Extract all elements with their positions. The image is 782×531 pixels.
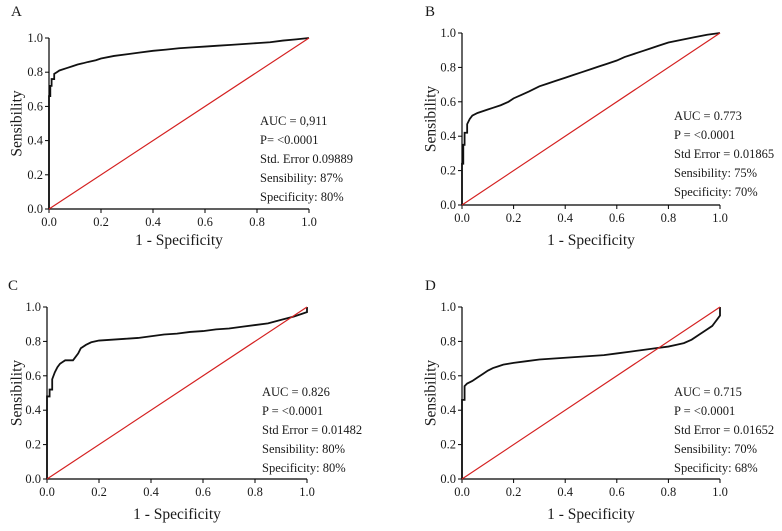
x-tick-label: 1.0 [712,211,728,225]
y-tick-label: 1.0 [27,31,43,45]
x-tick-label: 0.6 [609,485,625,499]
x-tick-label: 0.6 [609,211,625,225]
y-tick-label: 0.0 [440,198,456,212]
x-tick-label: 0.8 [661,485,677,499]
panel-letter: C [8,278,18,294]
panel-b: B 0.0 0.2 0.4 0.6 0.8 1.0 0.0 0.2 0.4 0.6 0.8 1.0 1 -… [422,4,774,249]
x-tick-label: 0.4 [145,215,161,229]
stat-annotation: AUC = 0.826 [262,385,330,399]
reference-diagonal-line [461,306,721,480]
y-tick-label: 0.2 [440,438,456,452]
stat-annotation: Sensibility: 70% [674,442,757,456]
y-tick-label: 0.4 [25,403,41,417]
x-axis-title: 1 - Specificity [547,506,635,523]
stat-annotation: Specificity: 80% [262,461,346,475]
stat-annotation: Std Error = 0.01865 [674,147,774,161]
stat-annotation: P= <0.0001 [260,133,319,147]
stat-annotation: Std Error = 0.01652 [674,423,774,437]
y-tick-label: 0.2 [27,168,43,182]
panel-letter: B [425,4,435,20]
x-tick-label: 0.0 [41,215,57,229]
x-tick-label: 0.6 [197,215,213,229]
y-tick-label: 1.0 [25,300,41,314]
x-tick-label: 0.8 [247,485,263,499]
y-tick-label: 0.8 [27,65,43,79]
x-axis-title: 1 - Specificity [133,506,221,523]
y-axis-title: Sensibility [422,360,439,427]
stat-annotation: P = <0.0001 [262,404,323,418]
roc-curve-line [461,307,721,479]
stat-annotation: AUC = 0,911 [260,114,327,128]
x-axis-title: 1 - Specificity [547,232,635,249]
x-tick-label: 0.0 [454,485,470,499]
stat-annotation: Sensibility: 80% [262,442,345,456]
x-tick-label: 0.0 [454,211,470,225]
panel-letter: D [425,278,436,294]
stat-annotation: AUC = 0.773 [674,109,742,123]
y-tick-label: 0.4 [440,403,456,417]
roc-curve-line [46,307,308,479]
x-tick-label: 0.0 [39,485,55,499]
x-tick-label: 1.0 [299,485,315,499]
panel-d: D 0.0 0.2 0.4 0.6 0.8 1.0 0.0 0.2 0.4 0.6 0.8 1.0 1 -… [422,278,774,523]
stat-annotation: Std. Error 0.09889 [260,152,353,166]
panel-c: C 0.0 0.2 0.4 0.6 0.8 1.0 0.0 0.2 0.4 0.6 0.8 1.0 1 -… [8,278,362,523]
roc-curve-line [48,37,310,209]
y-tick-label: 1.0 [440,300,456,314]
stat-annotation: P = <0.0001 [674,128,735,142]
stat-annotation: AUC = 0.715 [674,385,742,399]
stat-annotation: Sensibility: 87% [260,171,343,185]
y-tick-label: 0.0 [440,472,456,486]
x-tick-label: 0.4 [557,485,573,499]
y-tick-label: 0.0 [25,472,41,486]
reference-diagonal-line [461,32,721,206]
y-tick-label: 0.6 [440,95,456,109]
x-tick-label: 0.4 [143,485,159,499]
y-tick-label: 1.0 [440,26,456,40]
x-tick-label: 0.2 [506,485,522,499]
x-tick-label: 0.6 [195,485,211,499]
x-tick-label: 0.8 [661,211,677,225]
y-tick-label: 0.0 [27,202,43,216]
stat-annotation: P = <0.0001 [674,404,735,418]
panel-letter: A [11,4,22,20]
y-tick-label: 0.6 [25,369,41,383]
reference-diagonal-line [48,37,310,210]
y-tick-label: 0.2 [25,438,41,452]
y-tick-label: 0.8 [25,334,41,348]
stat-annotation: Specificity: 80% [260,190,344,204]
roc-curve-line [461,32,721,205]
y-tick-label: 0.8 [440,60,456,74]
stat-annotation: Specificity: 68% [674,461,758,475]
x-tick-label: 0.2 [506,211,522,225]
y-tick-label: 0.6 [27,99,43,113]
stat-annotation: Sensibility: 75% [674,166,757,180]
x-tick-label: 0.4 [557,211,573,225]
stat-annotation: Std Error = 0.01482 [262,423,362,437]
x-tick-label: 0.2 [93,215,109,229]
y-tick-label: 0.4 [440,129,456,143]
reference-diagonal-line [46,306,308,480]
x-tick-label: 0.8 [249,215,265,229]
y-axis-title: Sensibility [422,86,439,153]
stat-annotation: Specificity: 70% [674,185,758,199]
y-tick-label: 0.8 [440,334,456,348]
x-axis-title: 1 - Specificity [135,232,223,249]
x-tick-label: 0.2 [91,485,107,499]
x-tick-label: 1.0 [301,215,317,229]
y-tick-label: 0.2 [440,164,456,178]
y-tick-label: 0.4 [27,134,43,148]
y-axis-title: Sensibility [8,360,25,427]
panel-a: A 0.0 0.2 0.4 0.6 0.8 1.0 0.0 0.2 0.4 0.6 0.8 1.0 1 -… [8,4,353,249]
y-tick-label: 0.6 [440,369,456,383]
y-axis-title: Sensibility [8,90,25,157]
x-tick-label: 1.0 [712,485,728,499]
